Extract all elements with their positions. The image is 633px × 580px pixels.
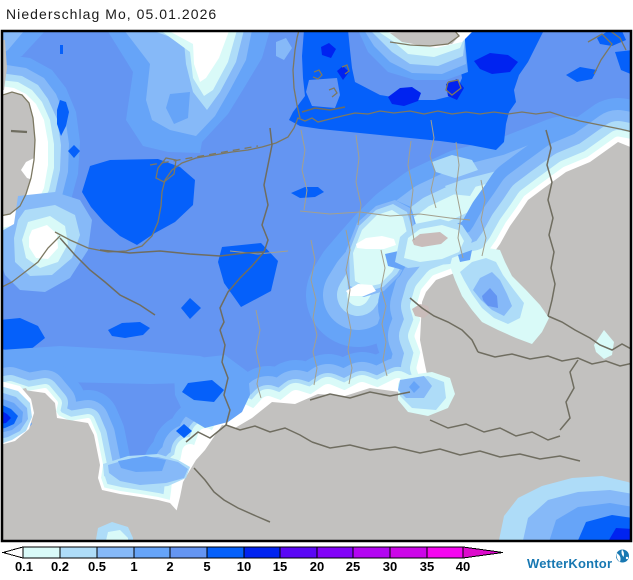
- svg-text:20: 20: [310, 559, 324, 574]
- svg-text:35: 35: [420, 559, 434, 574]
- svg-text:10: 10: [237, 559, 251, 574]
- svg-text:2: 2: [166, 559, 173, 574]
- svg-text:30: 30: [383, 559, 397, 574]
- svg-text:25: 25: [346, 559, 360, 574]
- svg-text:0.2: 0.2: [51, 559, 69, 574]
- svg-text:40: 40: [456, 559, 470, 574]
- svg-text:5: 5: [203, 559, 210, 574]
- svg-text:1: 1: [130, 559, 137, 574]
- svg-text:0.5: 0.5: [88, 559, 106, 574]
- svg-text:0.1: 0.1: [15, 559, 33, 574]
- svg-text:15: 15: [273, 559, 287, 574]
